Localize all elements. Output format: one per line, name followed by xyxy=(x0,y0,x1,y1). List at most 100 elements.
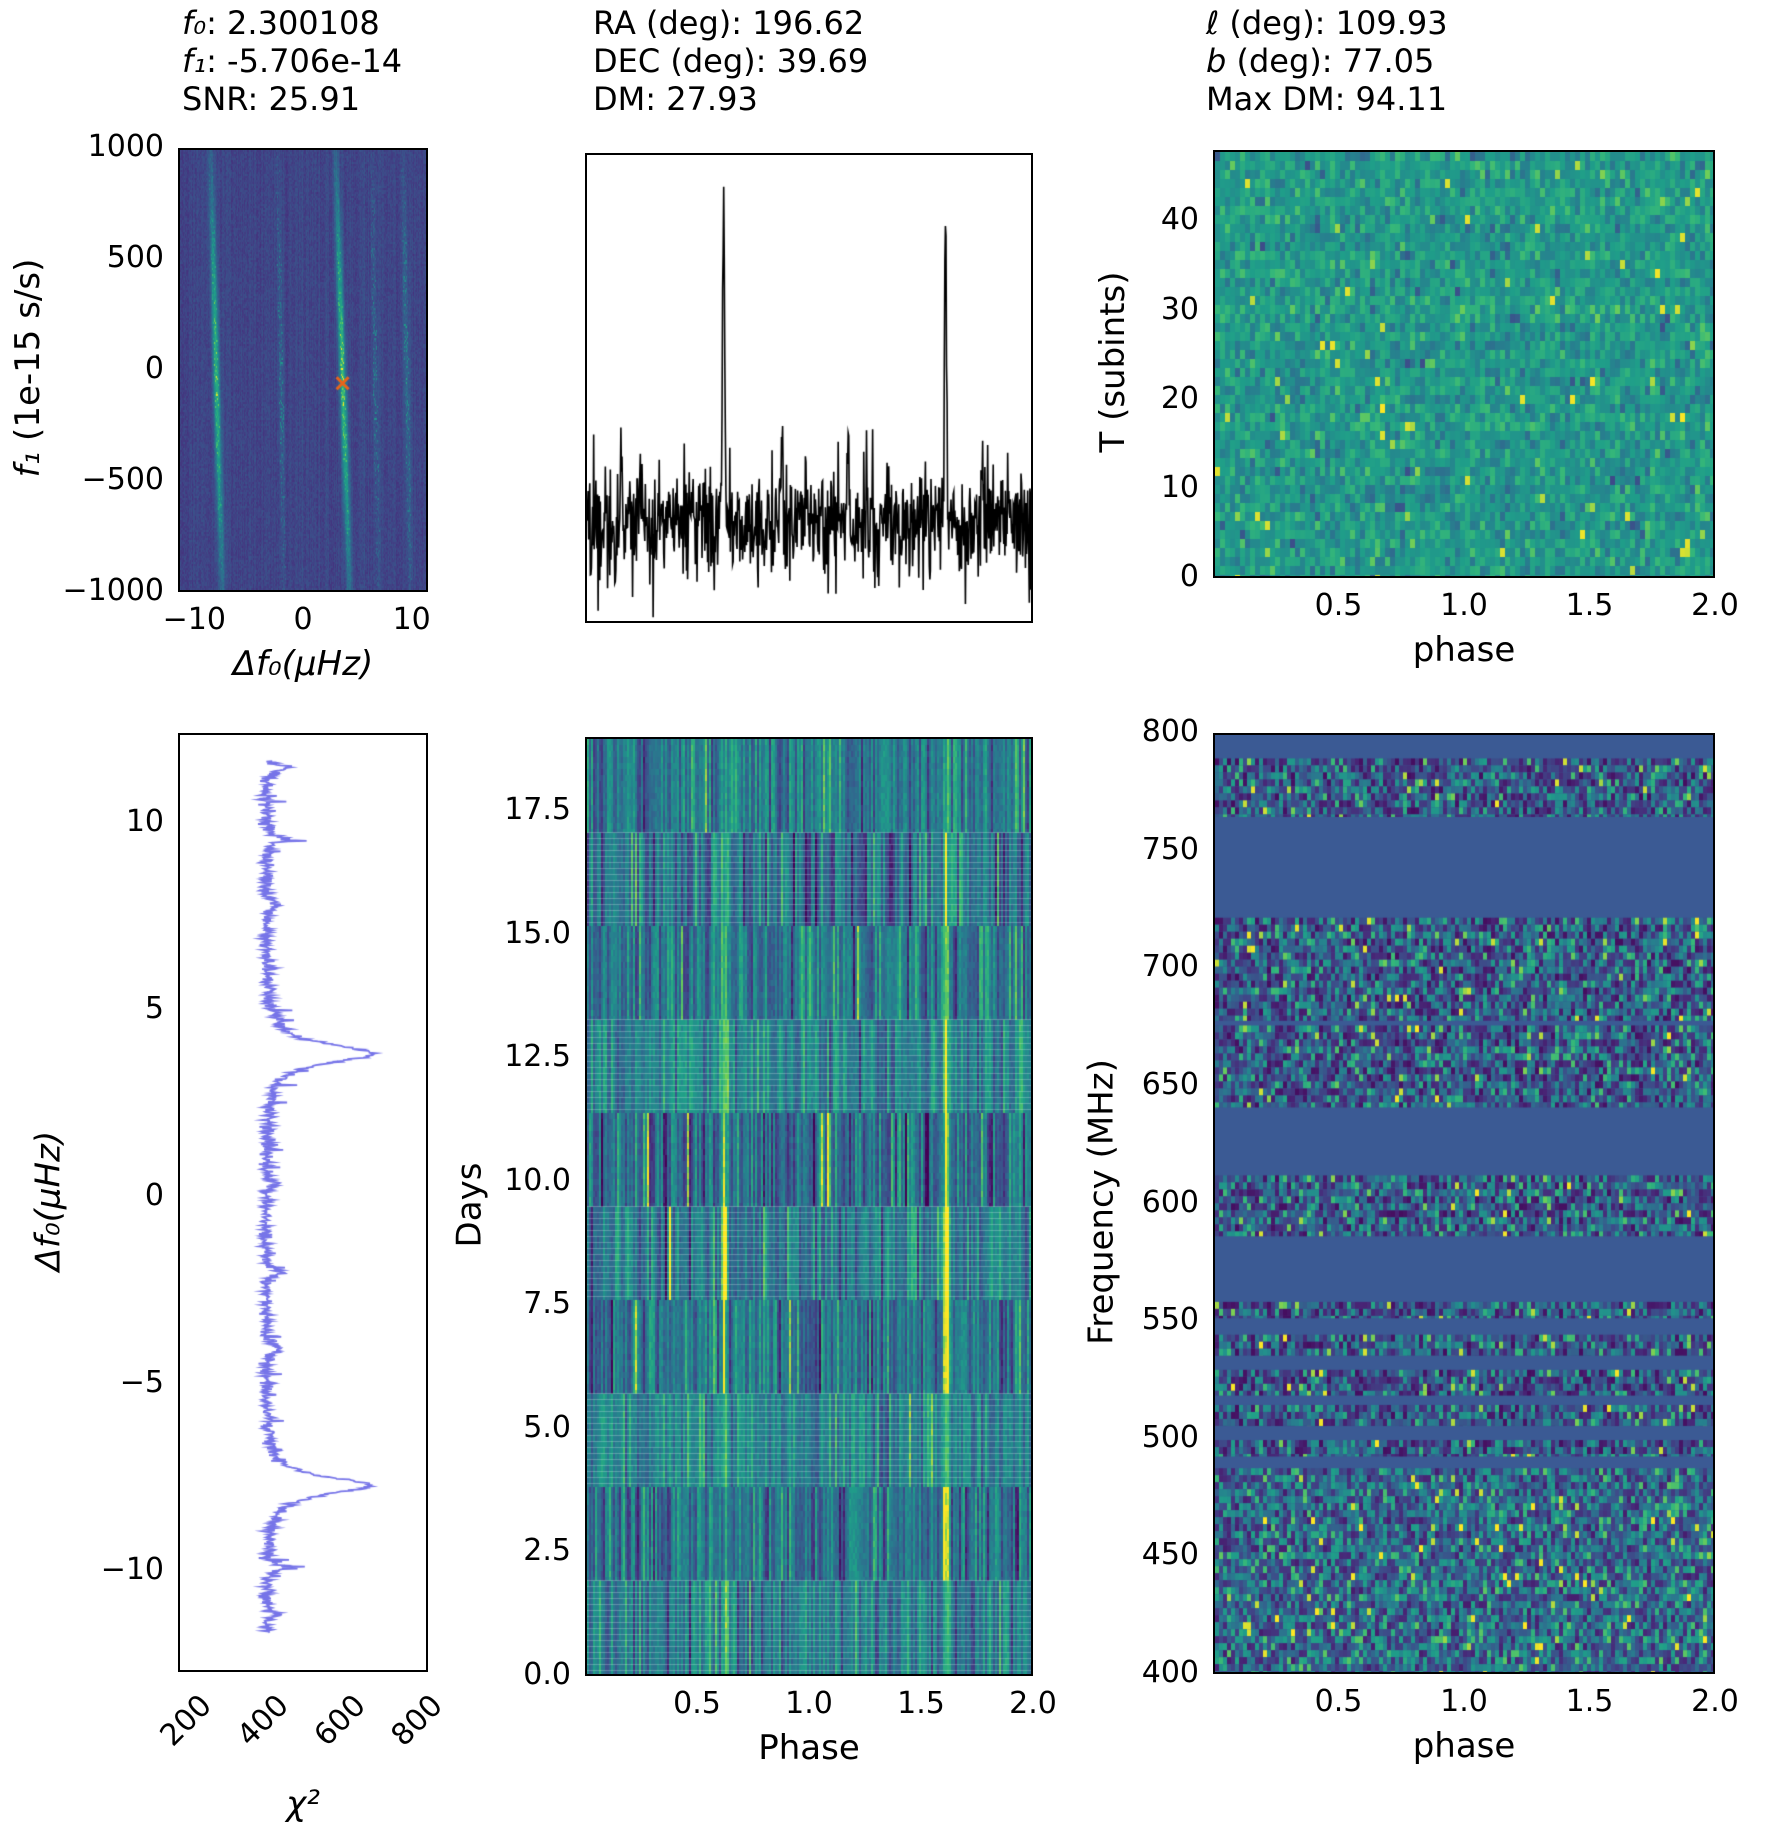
x-tick xyxy=(0,80,2,88)
x-axis-label: Phase xyxy=(609,1728,1009,1768)
x-tick xyxy=(0,122,2,130)
y-tick-label: 0 xyxy=(144,1177,164,1213)
x-tick-label: 10 xyxy=(392,602,431,637)
text-segment: phase xyxy=(1412,1726,1516,1766)
ffdot-heatmap-canvas xyxy=(180,150,426,590)
x-tick-label: 2.0 xyxy=(1691,588,1739,623)
text-segment: DM: 27.93 xyxy=(593,80,758,118)
title-line: f₀: 2.300108 xyxy=(182,4,402,42)
title-line: SNR: 25.91 xyxy=(182,80,402,118)
y-tick-label: 2.5 xyxy=(523,1533,571,1569)
y-tick-label: 10.0 xyxy=(504,1162,571,1198)
x-tick-label: 2.0 xyxy=(1009,1686,1057,1721)
y-axis-label: f₁ (1e-15 s/s) xyxy=(8,146,48,590)
y-tick-label: 12.5 xyxy=(504,1039,571,1075)
x-tick xyxy=(0,8,2,16)
text-segment: RA (deg): 196.62 xyxy=(593,4,865,42)
text-segment: b xyxy=(1206,42,1227,80)
x-tick xyxy=(0,164,2,172)
x-tick xyxy=(0,204,2,212)
text-segment: (1e-15 s/s) xyxy=(8,258,48,452)
x-tick xyxy=(0,220,2,228)
x-tick-label: 2.0 xyxy=(1691,1684,1739,1719)
text-segment: DEC (deg): 39.69 xyxy=(593,42,869,80)
y-tick-label: 40 xyxy=(1160,202,1199,238)
text-segment: χ² xyxy=(286,1784,320,1824)
x-tick xyxy=(0,130,2,138)
y-tick-label: 17.5 xyxy=(504,792,571,828)
text-segment: ℓ xyxy=(1206,4,1220,42)
y-tick-label: −500 xyxy=(81,462,164,497)
x-tick xyxy=(0,172,2,180)
y-tick-label: 30 xyxy=(1160,291,1199,327)
y-tick-label: 400 xyxy=(1141,1655,1199,1690)
x-tick-label: 0.5 xyxy=(1314,588,1363,623)
y-tick-label: 600 xyxy=(1141,1184,1199,1220)
y-tick-label: 5 xyxy=(144,990,164,1026)
text-segment: f₁ xyxy=(8,451,48,478)
x-axis-label: Δf₀(μHz) xyxy=(103,644,503,684)
text-segment: Days xyxy=(449,1162,489,1247)
title-line: DM: 27.93 xyxy=(593,80,868,118)
x-tick xyxy=(0,180,2,188)
x-tick-label rot: 400 xyxy=(230,1688,296,1754)
y-tick-label: 10 xyxy=(1160,469,1199,505)
title-line: DEC (deg): 39.69 xyxy=(593,42,868,80)
x-tick-label: −10 xyxy=(162,602,226,637)
x-tick xyxy=(0,72,2,80)
x-tick-label: 1.5 xyxy=(897,1686,945,1721)
x-tick-label: 1.5 xyxy=(1565,1684,1614,1719)
y-tick-label: −10 xyxy=(100,1551,164,1587)
y-tick-label: 800 xyxy=(1141,714,1199,749)
y-tick-label: 0.0 xyxy=(523,1657,571,1692)
chi2-vs-f0-canvas xyxy=(180,735,426,1670)
x-tick xyxy=(0,88,2,96)
x-tick-label: 1.0 xyxy=(1440,588,1488,623)
x-axis-label: phase xyxy=(1264,1726,1664,1766)
text-segment: (deg): 77.05 xyxy=(1226,42,1435,80)
y-tick-label: 650 xyxy=(1141,1066,1199,1102)
days-phase-heatmap-canvas xyxy=(587,739,1031,1674)
time-phase-heatmap-canvas xyxy=(1215,152,1713,576)
text-segment: Phase xyxy=(758,1728,860,1768)
chi2-vs-f0-plot xyxy=(178,733,428,1672)
title-line: b (deg): 77.05 xyxy=(1206,42,1448,80)
text-segment: : 2.300108 xyxy=(206,4,380,42)
y-tick-label: 5.0 xyxy=(523,1409,571,1445)
y-tick-label: 700 xyxy=(1141,949,1199,985)
y-tick-label: 550 xyxy=(1141,1302,1199,1338)
x-tick xyxy=(0,138,2,146)
frequency-phase-heatmap-plot xyxy=(1213,733,1715,1674)
text-segment: Δf₀(μHz) xyxy=(232,644,374,684)
x-tick-label rot: 200 xyxy=(153,1688,219,1754)
y-axis-label: Frequency (MHz) xyxy=(1081,731,1121,1672)
y-tick-label: 20 xyxy=(1160,380,1199,416)
x-tick-label: 1.0 xyxy=(785,1686,833,1721)
y-axis-label: Δf₀(μHz) xyxy=(28,731,68,1670)
x-axis-label: phase xyxy=(1264,630,1664,670)
text-segment: f₀ xyxy=(182,4,207,42)
text-segment: f₁ xyxy=(182,42,207,80)
y-tick-label: 7.5 xyxy=(523,1286,571,1322)
x-tick xyxy=(0,58,2,66)
title-line: f₁: -5.706e-14 xyxy=(182,42,402,80)
title-line: RA (deg): 196.62 xyxy=(593,4,868,42)
x-tick xyxy=(0,34,2,42)
x-tick-label: 1.5 xyxy=(1565,588,1614,623)
x-tick-label: 1.0 xyxy=(1440,1684,1488,1719)
y-tick-label: 500 xyxy=(106,240,164,275)
x-tick-label: 0.5 xyxy=(673,1686,721,1721)
y-tick-label: 0 xyxy=(144,351,164,386)
y-tick-label: 1000 xyxy=(87,129,164,164)
x-tick-label rot: 600 xyxy=(307,1688,373,1754)
text-segment: phase xyxy=(1412,630,1516,670)
text-segment: (deg): 109.93 xyxy=(1219,4,1448,42)
x-axis-label: χ² xyxy=(103,1784,503,1824)
text-segment: Δf₀(μHz) xyxy=(28,1130,68,1271)
x-tick-label: 0 xyxy=(293,602,313,637)
y-tick-label: −5 xyxy=(119,1364,164,1400)
x-tick xyxy=(0,156,2,164)
y-tick-label: −1000 xyxy=(62,573,164,608)
x-tick xyxy=(0,228,2,236)
